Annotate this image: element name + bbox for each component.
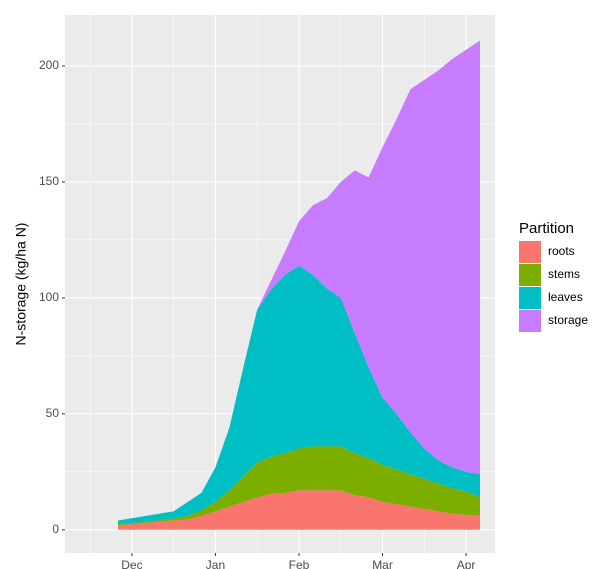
legend-label: roots (548, 244, 575, 258)
y-tick-label: 50 (46, 406, 60, 420)
x-tick-label: Mar (372, 558, 393, 569)
legend-label: leaves (548, 290, 583, 304)
legend-key (519, 310, 541, 332)
legend-label: stems (548, 267, 580, 281)
area (118, 265, 480, 525)
area (118, 490, 480, 530)
y-axis-title: N-storage (kg/ha N) (13, 223, 29, 346)
legend-key (519, 264, 541, 286)
y-tick-label: 150 (39, 174, 59, 188)
y-tick-label: 200 (39, 58, 59, 72)
area (118, 40, 480, 521)
area (118, 446, 480, 526)
legend-label: storage (548, 313, 588, 327)
legend-key (519, 241, 541, 263)
legend-key (519, 287, 541, 309)
legend-title: Partition (519, 220, 574, 237)
y-tick-label: 100 (39, 290, 59, 304)
x-tick-label: Feb (289, 558, 310, 569)
y-tick-label: 0 (52, 522, 59, 536)
x-tick-label: Apr (457, 558, 476, 569)
x-tick-label: Dec (121, 558, 142, 569)
x-tick-label: Jan (206, 558, 225, 569)
